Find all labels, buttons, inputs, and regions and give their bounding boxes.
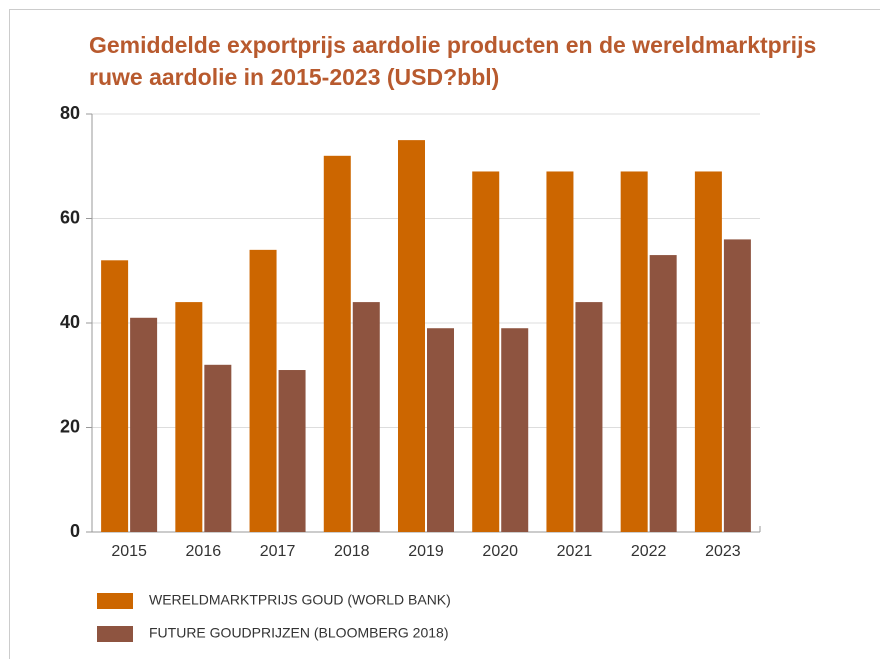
bar	[501, 328, 529, 532]
bar	[175, 302, 203, 532]
bar	[278, 370, 306, 532]
bar	[249, 249, 277, 532]
x-tick-label: 2019	[408, 543, 444, 560]
bar	[649, 255, 677, 532]
bar	[575, 302, 603, 532]
y-tick-label: 20	[60, 416, 80, 436]
bar	[472, 171, 500, 532]
bar	[352, 302, 380, 532]
legend-swatch	[97, 593, 133, 609]
x-tick-label: 2023	[705, 543, 741, 560]
x-tick-label: 2020	[482, 543, 518, 560]
bar	[723, 239, 751, 532]
x-tick-label: 2021	[557, 543, 593, 560]
y-tick-label: 0	[70, 521, 80, 541]
bar	[398, 140, 425, 532]
legend-label: WERELDMARKTPRIJS GOUD (WORLD BANK)	[149, 592, 451, 608]
x-tick-label: 2016	[186, 543, 222, 560]
y-tick-label: 80	[60, 103, 80, 123]
bar	[620, 171, 648, 532]
bar	[204, 364, 232, 532]
bar	[101, 260, 129, 532]
x-tick-label: 2017	[260, 543, 296, 560]
x-tick-label: 2018	[334, 543, 370, 560]
legend-swatch	[97, 626, 133, 642]
bar	[694, 171, 722, 532]
legend-label: FUTURE GOUDPRIJZEN (BLOOMBERG 2018)	[149, 625, 449, 641]
bar	[130, 317, 158, 532]
y-tick-label: 60	[60, 207, 80, 227]
y-tick-label: 40	[60, 312, 80, 332]
chart-title-line: ruwe aardolie in 2015-2023 (USD?bbl)	[89, 64, 499, 90]
bar	[546, 171, 574, 532]
chart-title-line: Gemiddelde exportprijs aardolie producte…	[89, 32, 816, 58]
x-tick-label: 2022	[631, 543, 667, 560]
x-tick-label: 2015	[111, 543, 147, 560]
bar	[427, 328, 454, 532]
bar	[323, 155, 351, 533]
